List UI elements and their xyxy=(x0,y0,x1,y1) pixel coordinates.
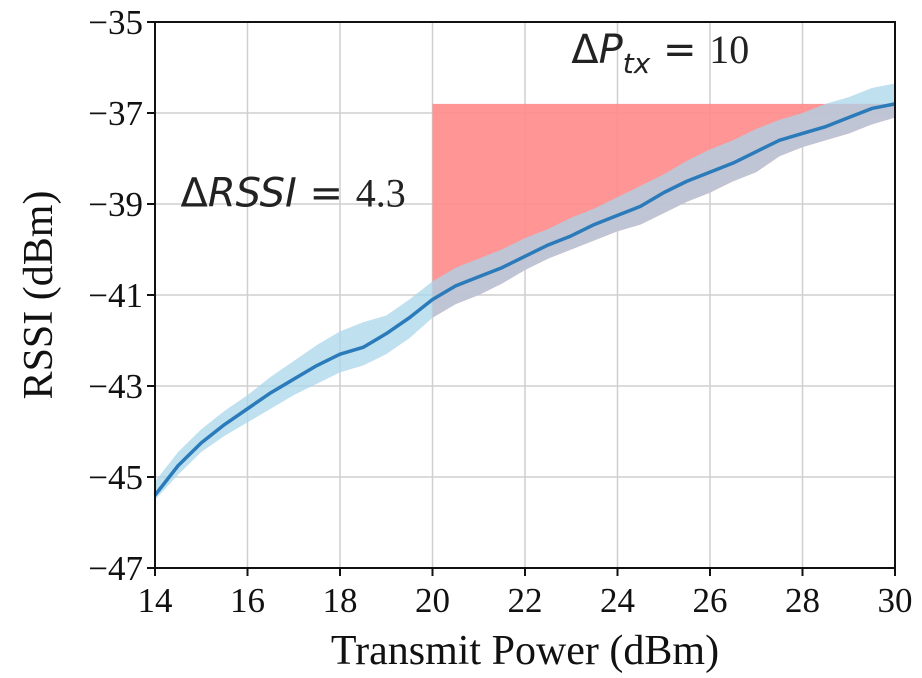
series-group xyxy=(153,83,896,500)
x-tick-label: 28 xyxy=(785,581,820,620)
x-tick-label: 20 xyxy=(415,581,450,620)
x-tick-label: 16 xyxy=(230,581,265,620)
x-tick-label: 22 xyxy=(508,581,543,620)
x-tick-label: 18 xyxy=(323,581,358,620)
confidence-band xyxy=(155,83,895,500)
y-tick-label: −47 xyxy=(88,549,143,588)
delta-rssi-annotation: ΔRSSI = 4.3 xyxy=(180,170,405,216)
y-tick-label: −45 xyxy=(88,458,143,497)
y-tick-label: −35 xyxy=(88,3,143,42)
rssi-mean-line xyxy=(153,102,896,497)
x-tick-label: 14 xyxy=(138,581,173,620)
x-tick-label: 30 xyxy=(878,581,913,620)
tick-labels: 14 16 18 20 22 24 26 28 30 −47 −45 −43 −41 −39 −37 −35 xyxy=(88,3,912,620)
plot-frame xyxy=(147,21,896,576)
x-tick-label: 26 xyxy=(693,581,728,620)
y-tick-label: −37 xyxy=(88,94,143,133)
annotations: ΔPtx = 10 ΔRSSI = 4.3 xyxy=(180,27,749,216)
y-tick-label: −43 xyxy=(88,367,143,406)
x-tick-label: 24 xyxy=(600,581,635,620)
y-tick-label: −41 xyxy=(88,276,143,315)
y-axis-label: RSSI (dBm) xyxy=(16,191,62,400)
y-tick-label: −39 xyxy=(88,185,143,224)
delta-ptx-annotation: ΔPtx = 10 xyxy=(571,27,749,80)
x-axis-label: Transmit Power (dBm) xyxy=(331,628,719,674)
